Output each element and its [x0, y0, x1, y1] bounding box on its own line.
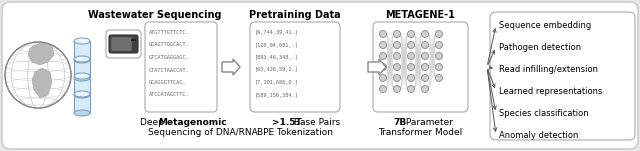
Ellipse shape [74, 110, 90, 116]
Ellipse shape [74, 57, 90, 63]
FancyBboxPatch shape [109, 35, 138, 53]
Text: Parameter: Parameter [403, 118, 453, 127]
Bar [74, 94, 90, 113]
Text: BPE Tokenization: BPE Tokenization [257, 128, 333, 137]
Circle shape [380, 42, 387, 48]
Text: [893,46,348,.]: [893,46,348,.] [255, 55, 299, 60]
Circle shape [394, 64, 401, 71]
Polygon shape [368, 59, 386, 75]
FancyBboxPatch shape [111, 37, 132, 51]
Circle shape [394, 74, 401, 82]
Text: METAGENE-1: METAGENE-1 [385, 10, 455, 20]
Bar [74, 76, 90, 95]
Circle shape [422, 42, 429, 48]
Text: ATCCATAGCTTC.: ATCCATAGCTTC. [149, 93, 189, 98]
Text: 7B: 7B [393, 118, 406, 127]
Circle shape [408, 42, 415, 48]
Ellipse shape [74, 38, 90, 44]
Text: Transformer Model: Transformer Model [378, 128, 462, 137]
Circle shape [394, 42, 401, 48]
Circle shape [408, 85, 415, 93]
Circle shape [380, 31, 387, 37]
Text: Wastewater Sequencing: Wastewater Sequencing [88, 10, 221, 20]
Text: CTATCTAACCAT.: CTATCTAACCAT. [149, 67, 189, 72]
Text: Metagenomic: Metagenomic [158, 118, 227, 127]
Text: Sequence embedding: Sequence embedding [499, 21, 591, 29]
Text: Read infilling/extension: Read infilling/extension [499, 64, 598, 74]
Polygon shape [28, 42, 54, 65]
Bar [74, 59, 90, 78]
FancyBboxPatch shape [490, 12, 635, 140]
Text: Anomaly detection: Anomaly detection [499, 130, 579, 140]
Circle shape [422, 74, 429, 82]
Text: [589,156,384.]: [589,156,384.] [255, 93, 299, 98]
Text: >1.5T: >1.5T [272, 118, 301, 127]
Circle shape [422, 85, 429, 93]
Circle shape [394, 53, 401, 59]
FancyBboxPatch shape [145, 22, 217, 112]
Polygon shape [32, 68, 52, 98]
Circle shape [435, 42, 442, 48]
Circle shape [435, 53, 442, 59]
Text: Base Pairs: Base Pairs [291, 118, 340, 127]
Text: Deep: Deep [140, 118, 167, 127]
Text: Sequencing of DNA/RNA: Sequencing of DNA/RNA [148, 128, 258, 137]
Circle shape [408, 31, 415, 37]
Circle shape [380, 64, 387, 71]
Circle shape [380, 85, 387, 93]
Circle shape [394, 85, 401, 93]
Circle shape [422, 53, 429, 59]
Text: [120,94,681,.]: [120,94,681,.] [255, 42, 299, 48]
Bar [131, 39, 136, 41]
Circle shape [408, 53, 415, 59]
Text: [65,426,59,1.]: [65,426,59,1.] [255, 67, 299, 72]
Text: GCAGGGTTCAC.: GCAGGGTTCAC. [149, 80, 186, 85]
Circle shape [380, 53, 387, 59]
Ellipse shape [74, 92, 90, 98]
Circle shape [408, 74, 415, 82]
Text: Pathogen detection: Pathogen detection [499, 42, 581, 51]
Polygon shape [222, 59, 240, 75]
Circle shape [5, 42, 71, 108]
Text: GTCATGAGGAGC.: GTCATGAGGAGC. [149, 55, 189, 60]
Ellipse shape [74, 91, 90, 97]
FancyBboxPatch shape [106, 30, 141, 58]
Ellipse shape [74, 73, 90, 79]
Circle shape [408, 64, 415, 71]
Ellipse shape [74, 56, 90, 62]
Circle shape [422, 31, 429, 37]
Circle shape [380, 74, 387, 82]
Ellipse shape [74, 75, 90, 81]
Text: Learned representations: Learned representations [499, 87, 602, 95]
FancyBboxPatch shape [373, 22, 468, 112]
Circle shape [435, 31, 442, 37]
Text: Species classification: Species classification [499, 109, 589, 117]
Text: Pretraining Data: Pretraining Data [249, 10, 341, 20]
Text: [6,744,39,41.]: [6,744,39,41.] [255, 30, 299, 35]
Circle shape [394, 31, 401, 37]
Text: ATGTTTGTTCTC.: ATGTTTGTTCTC. [149, 30, 189, 35]
FancyBboxPatch shape [250, 22, 340, 112]
Circle shape [422, 64, 429, 71]
Circle shape [435, 64, 442, 71]
Bar [74, 41, 90, 60]
Circle shape [435, 74, 442, 82]
Text: GCAGTTGGCACT.: GCAGTTGGCACT. [149, 42, 189, 48]
Text: [7,101,686,0.]: [7,101,686,0.] [255, 80, 299, 85]
FancyBboxPatch shape [2, 2, 638, 149]
